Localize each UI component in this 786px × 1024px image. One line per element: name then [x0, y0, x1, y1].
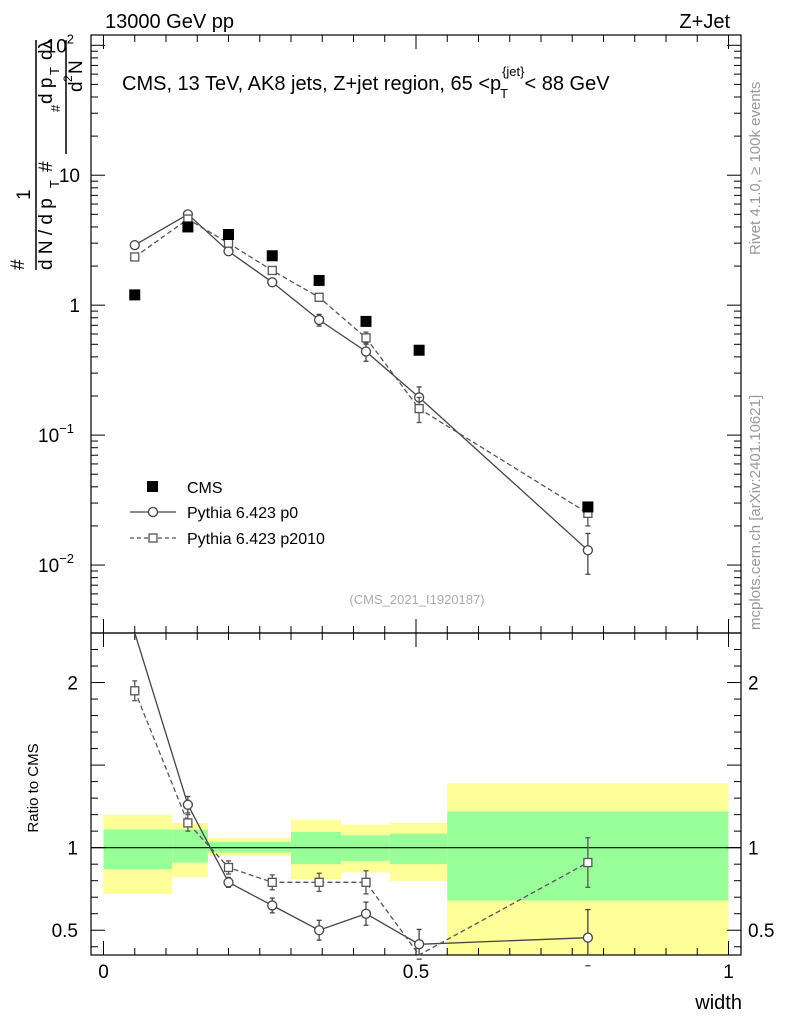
ratio-pythia-p2010-point-0 [130, 686, 140, 696]
y-label-t-sub-1: T [47, 180, 62, 188]
y-label-n: N [66, 60, 87, 74]
plot-title-main: CMS, 13 TeV, AK8 jets, Z+jet region, 65 … [122, 73, 501, 95]
main-pythia-p0-point-3 [267, 277, 278, 288]
main-y-tick-exponent: 2 [67, 31, 74, 46]
legend-cms-marker [147, 481, 158, 492]
main-cms-point-7 [582, 501, 594, 513]
ratio-pythia-p2010-point-4 [314, 877, 324, 887]
ratio-pythia-p0-point-6 [413, 939, 425, 950]
analysis-tag: (CMS_2021_I1920187) [349, 592, 484, 607]
data-marks [129, 209, 594, 967]
main-cms-point-5 [360, 315, 372, 327]
main-cms-point-2 [223, 228, 234, 240]
ratio-pythia-p2010-point-1 [183, 818, 193, 828]
y-label-sq: 2 [61, 75, 75, 82]
ratio-y-tick-label-left-2: 1 [67, 839, 78, 860]
plot-title-subscript: T [500, 86, 508, 101]
main-cms-point-0 [129, 289, 141, 301]
x-tick-label-1: 0.5 [403, 962, 429, 983]
ratio-y-tick-label-left-3: 0.5 [52, 921, 78, 942]
ratio-pythia-p0-line [134, 632, 588, 945]
main-y-tick-label-1: 10 [59, 166, 80, 187]
y-label-hash-mid: # [36, 161, 57, 172]
ratio-y-tick-label-right-2: 1 [748, 839, 759, 860]
ratio-pythia-p2010-point-2 [223, 862, 234, 873]
ratio-pythia-p0-point-7 [582, 932, 594, 943]
header-left-label: 13000 GeV pp [105, 11, 234, 33]
main-pythia-p0-point-4 [313, 314, 325, 326]
main-pythia-p2010-point-2 [223, 238, 234, 248]
main-cms-point-3 [266, 250, 278, 262]
main-pythia-p2010-point-6 [414, 403, 424, 414]
main-y-tick-exponent: −2 [59, 551, 74, 566]
header-right-label: Z+Jet [679, 11, 730, 33]
main-y-tick-label-0: 102 [46, 31, 74, 57]
ratio-pythia-p0-point-4 [313, 925, 325, 936]
y-label-hash-sup: # [48, 104, 63, 112]
legend-p0-label: Pythia 6.423 p0 [187, 505, 298, 522]
ratio-pythia-p0-point-1 [182, 799, 194, 810]
ratio-pythia-p2010-line [134, 690, 589, 956]
main-y-tick-base: 10 [38, 556, 59, 577]
legend-cms-label: CMS [187, 480, 223, 497]
main-cms-point-4 [313, 274, 325, 286]
main-y-tick-base: 10 [46, 36, 67, 57]
y-label-t-sub-2: T [47, 67, 62, 75]
y-label-dn-dpt: d N / d p [36, 198, 57, 270]
plot-title: CMS, 13 TeV, AK8 jets, Z+jet region, 65 … [122, 64, 610, 101]
main-y-tick-label-4: 10−2 [38, 551, 74, 577]
ratio-band-inner-0 [103, 829, 173, 870]
x-tick-label-0: 0 [98, 962, 109, 983]
main-pythia-p0-line [134, 213, 589, 551]
main-pythia-p2010-point-4 [314, 292, 324, 302]
ratio-pythia-p2010-point-3 [267, 877, 277, 887]
plot-title-superscript: {jet} [502, 64, 525, 79]
ratio-band-inner-5 [389, 833, 448, 865]
ratio-band-inner-1 [172, 829, 208, 863]
main-pythia-p0-point-5 [360, 346, 372, 357]
main-pythia-p2010-point-5 [361, 333, 371, 343]
x-tick-label-2: 1 [723, 962, 734, 983]
ratio-axis-label: Ratio to CMS [25, 743, 42, 832]
main-y-tick-label-2: 1 [69, 296, 80, 317]
plot-title-end: < 88 GeV [525, 73, 611, 95]
main-pythia-p0-point-2 [223, 246, 234, 257]
ratio-pythia-p0-point-5 [360, 908, 372, 919]
legend: CMS Pythia 6.423 p0 Pythia 6.423 p2010 [130, 480, 325, 548]
main-cms-point-6 [413, 344, 425, 356]
main-y-tick-base: 10 [38, 426, 59, 447]
y-label-dlambda: dλ [36, 39, 57, 60]
ratio-pythia-p0-point-3 [267, 900, 278, 911]
ratio-y-tick-label-left-0: 2 [67, 674, 78, 695]
y-label-one: 1 [14, 189, 35, 200]
main-cms-point-1 [182, 221, 194, 233]
ratio-y-tick-label-right-3: 0.5 [748, 921, 774, 942]
ratio-bands [103, 783, 729, 955]
y-label-dpt: d p [36, 78, 57, 104]
mcplots-label: mcplots.cern.ch [arXiv:2401.10621] [747, 395, 764, 630]
main-pythia-p2010-point-3 [267, 265, 277, 276]
main-pythia-p0-point-7 [582, 545, 594, 556]
legend-p0-marker [147, 506, 159, 518]
main-pythia-p2010-point-0 [130, 252, 140, 262]
ratio-y-tick-label-right-0: 2 [748, 674, 759, 695]
main-y-tick-label-3: 10−1 [38, 421, 74, 447]
ratio-pythia-p0-point-2 [223, 877, 234, 888]
legend-p2010-label: Pythia 6.423 p2010 [187, 531, 325, 548]
ratio-pythia-p2010-point-7 [583, 857, 593, 868]
main-y-tick-exponent: −1 [59, 421, 74, 436]
ratio-pythia-p2010-point-5 [361, 877, 371, 887]
main-pythia-p0-point-0 [129, 239, 140, 251]
rivet-version-label: Rivet 4.1.0, ≥ 100k events [747, 82, 764, 255]
y-label-d2n: d [66, 81, 87, 92]
y-label-hash-left: # [8, 259, 29, 270]
legend-p2010-marker [148, 533, 158, 543]
main-y-axis-label: # d N / d p T # 1 d p T dλ # d 2 N [8, 39, 87, 270]
x-axis-title: width [694, 992, 742, 1014]
main-pythia-p2010-line [134, 218, 589, 514]
